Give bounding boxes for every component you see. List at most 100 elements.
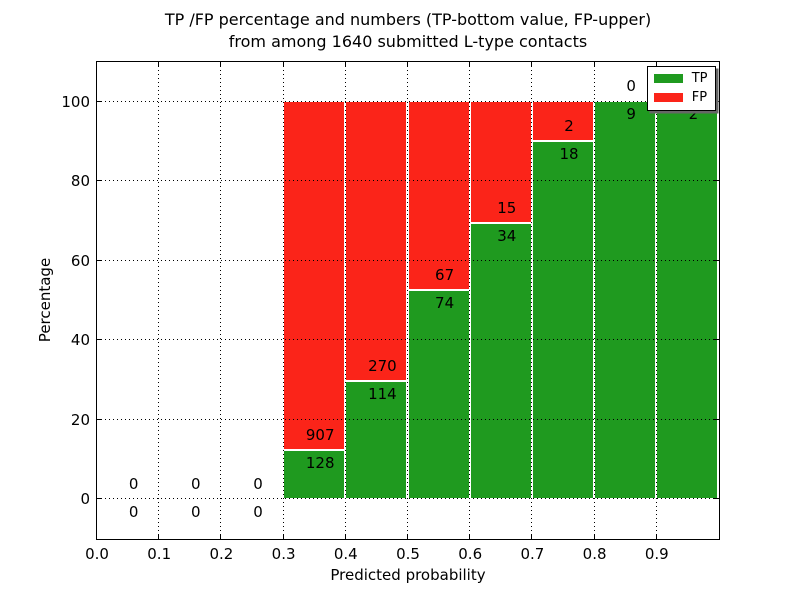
tp-bar-segment xyxy=(407,290,470,499)
x-tick-label: 0.0 xyxy=(85,545,109,563)
y-tick-mark xyxy=(96,339,102,341)
x-tick-mark xyxy=(96,533,97,539)
x-tick-mark xyxy=(531,533,533,539)
tp-count-label: 34 xyxy=(497,226,517,245)
tp-legend-swatch xyxy=(653,73,683,83)
fp-bar-segment xyxy=(345,101,408,381)
v-gridline xyxy=(158,61,160,539)
y-tick-label: 20 xyxy=(70,410,90,429)
x-tick-mark xyxy=(593,61,595,67)
x-tick-mark xyxy=(282,61,284,67)
legend-item-fp: FP xyxy=(653,89,708,105)
x-tick-mark xyxy=(282,533,284,539)
y-axis-label: Percentage xyxy=(36,257,54,343)
x-tick-label: 0.8 xyxy=(582,545,607,563)
v-gridline xyxy=(531,61,533,539)
y-tick-mark xyxy=(96,418,102,420)
fp-legend-swatch xyxy=(653,92,683,102)
fp-count-label: 270 xyxy=(368,356,397,375)
fp-legend-label: FP xyxy=(691,89,708,105)
y-tick-label: 100 xyxy=(61,92,90,111)
v-gridline xyxy=(96,61,97,539)
y-tick-mark xyxy=(713,418,719,420)
y-tick-mark xyxy=(713,498,719,500)
v-gridline xyxy=(344,61,346,539)
fp-count-label: 907 xyxy=(305,425,335,444)
x-tick-label: 0.3 xyxy=(271,545,296,563)
x-tick-label: 0.6 xyxy=(458,545,483,563)
tp-bar-segment xyxy=(656,101,719,499)
y-tick-label: 0 xyxy=(80,490,90,509)
chart-title: TP /FP percentage and numbers (TP-bottom… xyxy=(97,9,719,53)
x-tick-label: 0.7 xyxy=(520,545,545,563)
fp-count-label: 0 xyxy=(128,474,139,493)
y-tick-mark xyxy=(713,100,719,102)
tp-bar-segment xyxy=(594,101,657,499)
fp-count-label: 0 xyxy=(626,77,636,96)
v-gridline xyxy=(469,61,471,539)
x-tick-mark xyxy=(655,61,657,67)
fp-count-label: 0 xyxy=(253,474,263,493)
x-axis-label: Predicted probability xyxy=(330,566,486,584)
y-tick-mark xyxy=(96,180,102,182)
v-gridline xyxy=(655,61,657,539)
y-tick-mark xyxy=(96,100,102,102)
fp-count-label: 15 xyxy=(497,198,517,217)
legend-item-tp: TP xyxy=(653,70,708,86)
x-tick-mark xyxy=(158,61,160,67)
fp-count-label: 67 xyxy=(435,266,455,285)
legend: TP FP xyxy=(646,65,716,111)
y-tick-label: 80 xyxy=(70,172,90,191)
tp-count-label: 114 xyxy=(368,384,397,403)
x-tick-mark xyxy=(220,61,222,67)
tp-bar-segment xyxy=(345,380,408,499)
tp-bar-segment xyxy=(283,449,346,499)
x-tick-mark xyxy=(593,533,595,539)
tp-count-label: 2 xyxy=(688,105,699,124)
tp-count-label: 74 xyxy=(435,294,455,313)
x-tick-label: 0.1 xyxy=(147,545,172,563)
x-tick-mark xyxy=(220,533,222,539)
y-tick-mark xyxy=(96,498,102,500)
y-tick-mark xyxy=(713,180,719,182)
y-tick-mark xyxy=(713,259,719,261)
x-tick-label: 0.2 xyxy=(209,545,234,563)
x-tick-mark xyxy=(655,533,657,539)
x-tick-label: 0.9 xyxy=(644,545,669,563)
x-tick-mark xyxy=(407,61,408,67)
fp-bar-segment xyxy=(531,101,595,141)
y-tick-mark xyxy=(96,259,102,261)
v-gridline xyxy=(407,61,408,539)
tp-count-label: 18 xyxy=(559,145,579,163)
chart-title-line1: TP /FP percentage and numbers (TP-bottom… xyxy=(164,10,652,29)
plot-area: TP FP 0 0 0 0 0 0 907 128 270 114 67 74 15 34 2 18 0 9 2 xyxy=(95,60,720,540)
v-gridline xyxy=(282,61,284,539)
tp-count-label: 9 xyxy=(626,105,636,124)
x-tick-mark xyxy=(407,533,408,539)
tp-count-label: 128 xyxy=(305,453,335,472)
y-tick-label: 40 xyxy=(70,331,90,350)
fp-bar-segment xyxy=(283,101,346,450)
fp-count-label: 0 xyxy=(191,474,201,493)
v-gridline xyxy=(593,61,595,539)
chart-title-line2: from among 1640 submitted L-type contact… xyxy=(228,32,588,51)
tp-count-label: 0 xyxy=(128,502,139,521)
fp-count-label: 2 xyxy=(564,117,574,135)
x-tick-mark xyxy=(96,61,97,67)
x-tick-label: 0.5 xyxy=(396,545,420,563)
fp-bar-segment xyxy=(407,101,470,291)
tp-bar-segment xyxy=(531,141,595,499)
x-tick-mark xyxy=(469,61,471,67)
x-tick-label: 0.4 xyxy=(333,545,358,563)
x-tick-mark xyxy=(469,533,471,539)
y-tick-label: 60 xyxy=(70,251,90,270)
x-tick-mark xyxy=(344,61,346,67)
x-tick-mark xyxy=(158,533,160,539)
y-tick-mark xyxy=(713,339,719,341)
tp-bar-segment xyxy=(469,222,532,499)
tp-legend-label: TP xyxy=(691,70,708,86)
tp-count-label: 0 xyxy=(253,502,263,521)
x-tick-mark xyxy=(344,533,346,539)
tp-count-label: 0 xyxy=(191,502,201,521)
